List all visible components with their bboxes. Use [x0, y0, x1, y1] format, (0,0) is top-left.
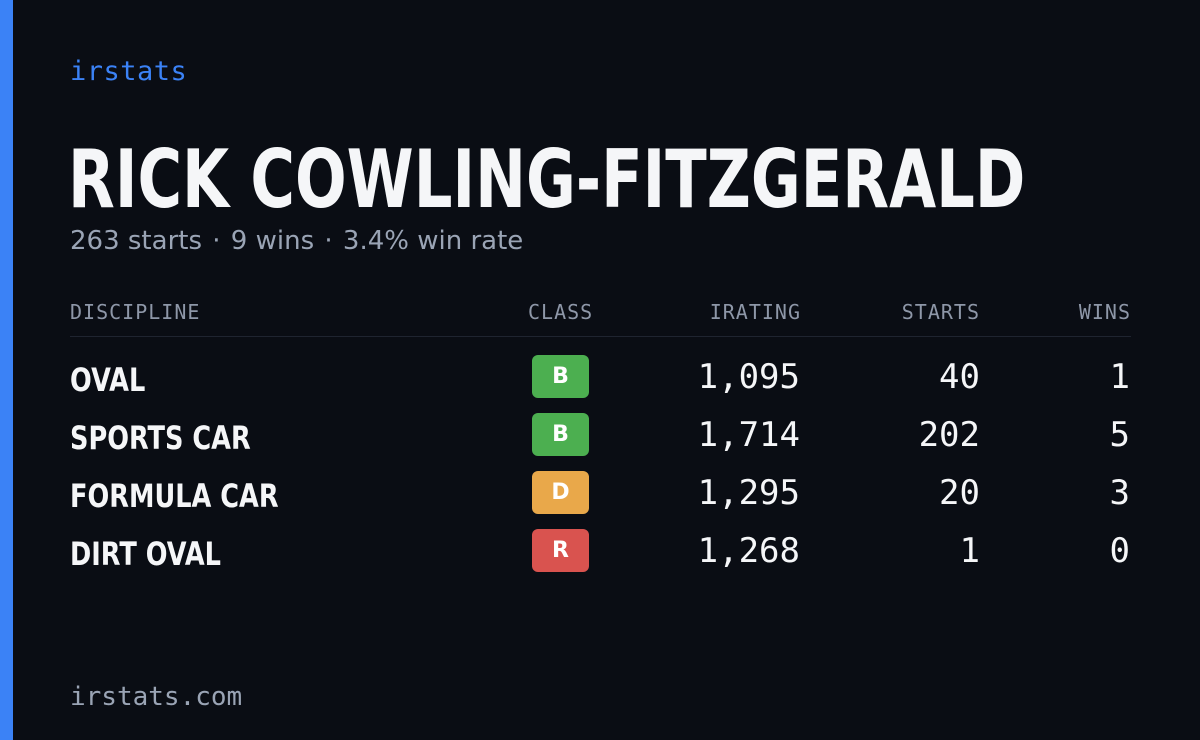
- separator: ·: [212, 226, 221, 256]
- discipline-name: OVAL: [70, 361, 146, 399]
- brand-logo: irstats: [70, 56, 188, 87]
- table-header: DISCIPLINE CLASS IRATING STARTS WINS: [70, 296, 1131, 337]
- discipline-name: FORMULA CAR: [70, 477, 279, 515]
- column-header-class: CLASS: [528, 300, 594, 324]
- table-row: FORMULA CAR D 1,295 20 3: [70, 469, 1131, 527]
- starts-value: 20: [939, 473, 980, 513]
- starts-value: 202: [918, 415, 980, 455]
- driver-name: RICK COWLING-FITZGERALD: [68, 133, 1026, 226]
- class-badge: R: [532, 529, 589, 572]
- driver-stats-summary: 263 starts · 9 wins · 3.4% win rate: [70, 226, 523, 256]
- table-row: OVAL B 1,095 40 1: [70, 353, 1131, 411]
- class-badge: D: [532, 471, 589, 514]
- starts-summary: 263 starts: [70, 226, 202, 256]
- separator: ·: [324, 226, 333, 256]
- starts-value: 1: [959, 531, 980, 571]
- table-body: OVAL B 1,095 40 1 SPORTS CAR B 1,714 202…: [70, 337, 1131, 585]
- discipline-name: DIRT OVAL: [70, 535, 221, 573]
- column-header-wins: WINS: [1078, 300, 1131, 324]
- table-row: SPORTS CAR B 1,714 202 5: [70, 411, 1131, 469]
- column-header-discipline: DISCIPLINE: [70, 300, 201, 324]
- wins-summary: 9 wins: [230, 226, 315, 256]
- irating-value: 1,268: [697, 531, 800, 571]
- discipline-table: DISCIPLINE CLASS IRATING STARTS WINS OVA…: [70, 296, 1131, 585]
- discipline-name: SPORTS CAR: [70, 419, 251, 457]
- starts-value: 40: [939, 357, 980, 397]
- irating-value: 1,714: [697, 415, 800, 455]
- wins-value: 0: [1109, 531, 1130, 571]
- wins-value: 5: [1109, 415, 1130, 455]
- irating-value: 1,095: [697, 357, 800, 397]
- class-badge: B: [532, 413, 589, 456]
- column-header-starts: STARTS: [901, 300, 980, 324]
- wins-value: 1: [1109, 357, 1130, 397]
- footer-url: irstats.com: [70, 682, 243, 712]
- class-badge: B: [532, 355, 589, 398]
- table-row: DIRT OVAL R 1,268 1 0: [70, 527, 1131, 585]
- win-rate-summary: 3.4% win rate: [342, 226, 524, 256]
- column-header-irating: IRATING: [709, 300, 801, 324]
- wins-value: 3: [1109, 473, 1130, 513]
- accent-bar: [0, 0, 13, 740]
- irating-value: 1,295: [697, 473, 800, 513]
